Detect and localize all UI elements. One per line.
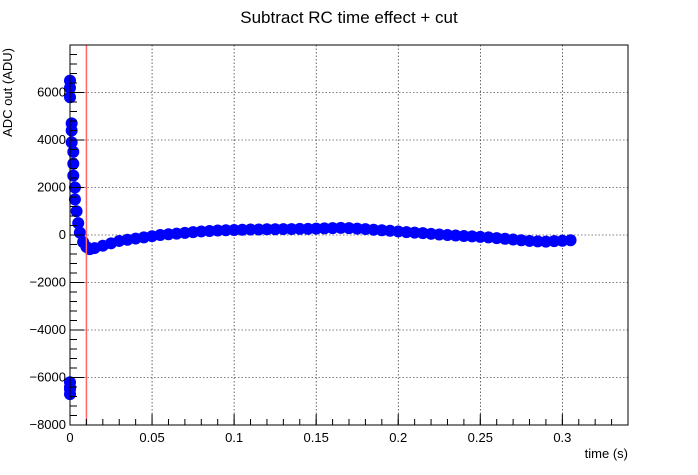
y-tick-label: 0 (59, 227, 66, 242)
data-points (64, 74, 577, 401)
data-point (73, 226, 86, 239)
data-point (277, 223, 290, 236)
y-tick-label: −2000 (29, 275, 66, 290)
x-tick-label: 0 (66, 430, 73, 445)
x-tick-label: 0.15 (304, 430, 329, 445)
data-point (65, 136, 78, 149)
x-tick-label: 0.05 (139, 430, 164, 445)
y-tick-label: 6000 (37, 85, 66, 100)
y-tick-label: −4000 (29, 322, 66, 337)
data-point (244, 223, 257, 236)
y-tick-label: −6000 (29, 370, 66, 385)
y-tick-label: −8000 (29, 417, 66, 432)
data-point (260, 223, 273, 236)
y-tick-label: 4000 (37, 132, 66, 147)
data-point (67, 145, 80, 158)
tick-labels: 0 0.05 0.1 0.15 0.2 0.25 0.3 −8000 −6000 −4000 −20… (29, 85, 571, 446)
x-tick-label: 0.1 (225, 430, 243, 445)
axis-ticks (69, 44, 629, 426)
x-axis-title: time (s) (585, 446, 628, 461)
data-point (67, 157, 80, 170)
chart-title: Subtract RC time effect + cut (240, 8, 458, 27)
data-point (293, 222, 306, 235)
x-tick-label: 0.25 (468, 430, 493, 445)
y-tick-label: 2000 (37, 180, 66, 195)
y-axis-title: ADC out (ADU) (0, 48, 15, 137)
data-point (72, 217, 85, 230)
data-point (564, 234, 577, 247)
data-point (70, 205, 83, 218)
data-point (68, 193, 81, 206)
x-tick-label: 0.3 (553, 430, 571, 445)
data-point (67, 169, 80, 182)
x-tick-label: 0.2 (389, 430, 407, 445)
